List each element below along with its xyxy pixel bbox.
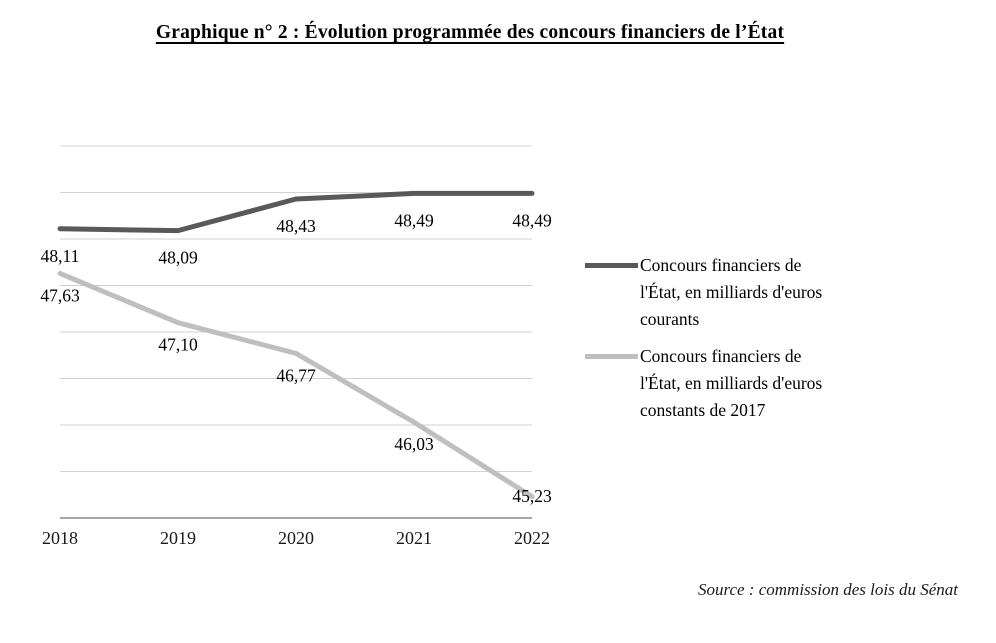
data-label: 46,77 [276, 365, 316, 385]
source-note: Source : commission des lois du Sénat [697, 580, 958, 599]
data-label: 47,63 [40, 285, 80, 305]
data-label: 48,49 [512, 210, 552, 230]
data-label: 48,43 [276, 216, 316, 236]
legend-label-constants: Concours financiers de l'État, en millia… [640, 346, 823, 420]
x-axis-label: 2020 [278, 528, 314, 548]
series-line-courants [57, 190, 535, 234]
x-axis-label: 2019 [160, 528, 196, 548]
data-label: 45,23 [512, 486, 552, 506]
data-label: 48,09 [158, 248, 198, 268]
chart-legend: Concours financiers de l'État, en millia… [585, 252, 985, 434]
chart-title: Graphique n° 2 : Évolution programmée de… [155, 22, 785, 43]
data-label: 46,03 [394, 434, 434, 454]
line-chart: 48,11 48,09 48,43 48,49 48,49 47,63 47,10 46,77… [40, 145, 552, 548]
legend-item-constants: Concours financiers de l'État, en millia… [585, 343, 985, 424]
series-line-constants [57, 270, 535, 500]
x-axis-label: 2021 [396, 528, 432, 548]
data-label: 47,10 [158, 335, 198, 355]
legend-line-swatch-courants [585, 263, 638, 268]
legend-label-courants: Concours financiers de l'État, en millia… [640, 255, 823, 329]
legend-line-swatch-constants [585, 354, 638, 359]
x-axis-label: 2022 [514, 528, 550, 548]
data-label: 48,49 [394, 210, 434, 230]
legend-item-courants: Concours financiers de l'État, en millia… [585, 252, 985, 333]
data-label: 48,11 [41, 246, 80, 266]
x-axis-label: 2018 [42, 528, 78, 548]
